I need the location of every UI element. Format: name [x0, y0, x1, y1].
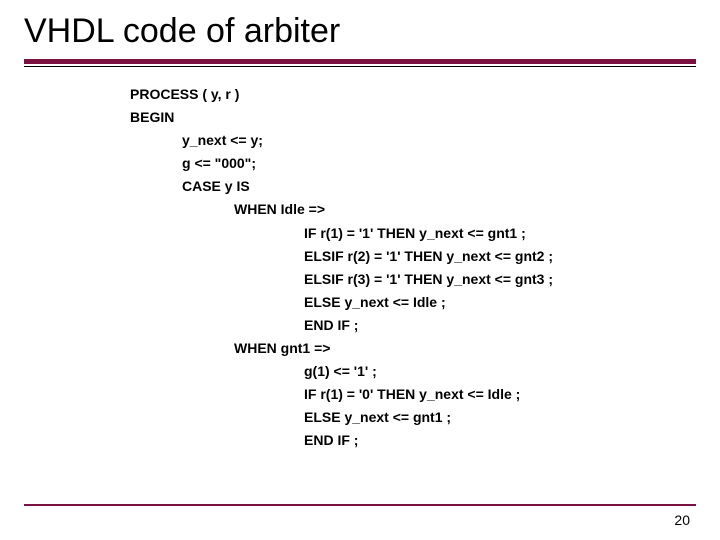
slide-title: VHDL code of arbiter — [0, 0, 720, 59]
footer-rule — [24, 504, 696, 506]
code-line: IF r(1) = '1' THEN y_next <= gnt1 ; — [130, 222, 720, 245]
code-line: WHEN gnt1 => — [130, 337, 720, 360]
title-rule-thick — [24, 59, 696, 64]
code-line: END IF ; — [130, 314, 720, 337]
code-line: ELSE y_next <= gnt1 ; — [130, 406, 720, 429]
code-block: PROCESS ( y, r ) BEGIN y_next <= y; g <=… — [0, 67, 720, 453]
code-line: BEGIN — [130, 106, 720, 129]
code-line: END IF ; — [130, 429, 720, 452]
code-line: ELSE y_next <= Idle ; — [130, 291, 720, 314]
code-line: ELSIF r(3) = '1' THEN y_next <= gnt3 ; — [130, 268, 720, 291]
code-line: g(1) <= '1' ; — [130, 360, 720, 383]
code-line: CASE y IS — [130, 175, 720, 198]
code-line: PROCESS ( y, r ) — [130, 83, 720, 106]
code-line: ELSIF r(2) = '1' THEN y_next <= gnt2 ; — [130, 245, 720, 268]
code-line: y_next <= y; — [130, 129, 720, 152]
page-number: 20 — [674, 512, 690, 528]
code-line: IF r(1) = '0' THEN y_next <= Idle ; — [130, 383, 720, 406]
code-line: g <= "000"; — [130, 152, 720, 175]
code-line: WHEN Idle => — [130, 198, 720, 221]
